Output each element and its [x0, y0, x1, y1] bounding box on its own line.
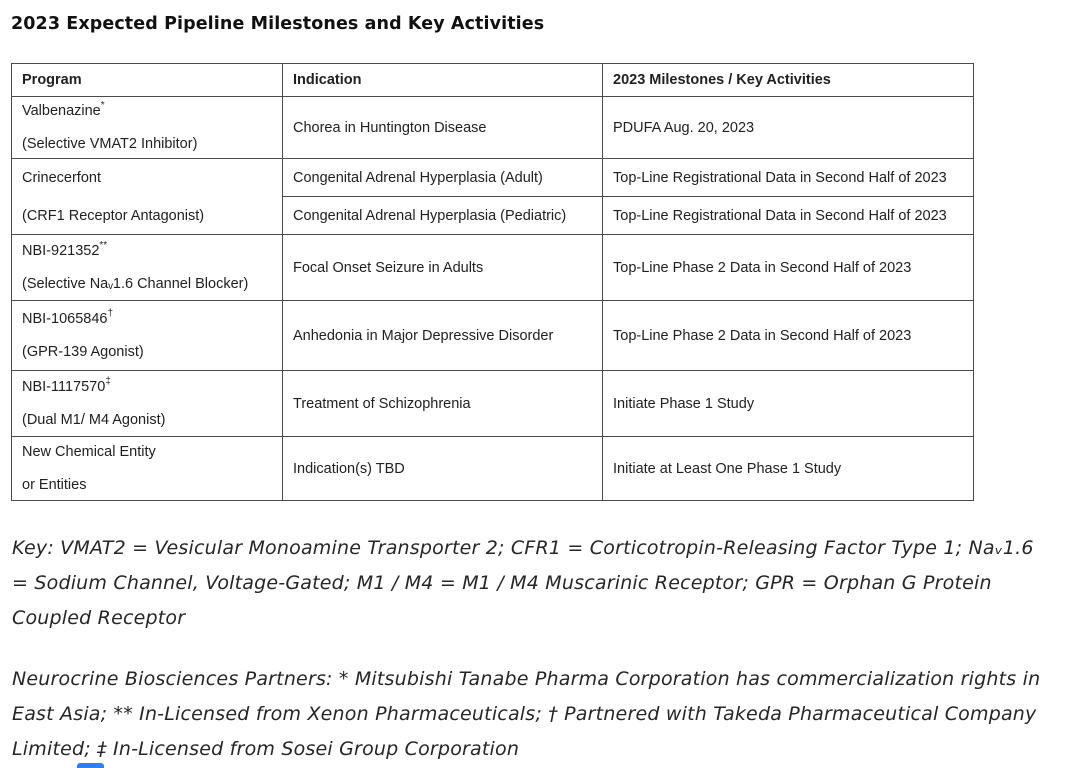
table-row: NBI-921352** (Selective Naᵥ1.6 Channel B…	[11, 234, 974, 301]
partial-widget-fragment[interactable]	[77, 763, 104, 768]
program-name-text: Crinecerfont	[22, 169, 101, 186]
milestone-cell: Top-Line Phase 2 Data in Second Half of …	[602, 234, 974, 301]
table-row: Congenital Adrenal Hyperplasia (Pediatri…	[12, 196, 974, 235]
program-name-text: NBI-1117570	[22, 379, 106, 395]
program-cell: Valbenazine* (Selective VMAT2 Inhibitor)	[11, 96, 283, 159]
program-name: Valbenazine*	[22, 101, 272, 121]
milestone-cell: Initiate at Least One Phase 1 Study	[602, 436, 974, 501]
table-row: New Chemical Entity or Entities Indicati…	[11, 436, 974, 501]
indication-cell: Chorea in Huntington Disease	[282, 96, 603, 159]
footnotes: Key: VMAT2 = Vesicular Monoamine Transpo…	[12, 531, 1052, 767]
page-title: 2023 Expected Pipeline Milestones and Ke…	[11, 14, 545, 34]
program-detail: (GPR-139 Agonist)	[22, 344, 144, 360]
program-name: NBI-921352**	[22, 241, 272, 261]
footnote-marker: *	[100, 100, 105, 112]
footnote-marker: **	[99, 240, 108, 252]
program-name-text: NBI-921352	[22, 243, 100, 259]
header-milestones: 2023 Milestones / Key Activities	[602, 63, 974, 97]
indication-cell: Indication(s) TBD	[282, 436, 603, 501]
program-name: NBI-1065846†	[22, 309, 272, 329]
program-detail: or Entities	[22, 477, 87, 493]
indication-cell: Treatment of Schizophrenia	[282, 370, 603, 437]
table-header-row: Program Indication 2023 Milestones / Key…	[11, 63, 974, 97]
program-detail: (Selective VMAT2 Inhibitor)	[22, 136, 198, 152]
footnote-marker: ‡	[105, 376, 111, 388]
milestone-cell: Initiate Phase 1 Study	[602, 370, 974, 437]
program-cell: Crinecerfont (CRF1 Receptor Antagonist)	[11, 158, 283, 235]
program-cell: NBI-1117570‡ (Dual M1/ M4 Agonist)	[11, 370, 283, 437]
program-name: Crinecerfont	[22, 168, 272, 188]
program-name: NBI-1117570‡	[22, 377, 272, 397]
header-program: Program	[11, 63, 283, 97]
table-row: NBI-1065846† (GPR-139 Agonist) Anhedonia…	[11, 300, 974, 371]
header-indication: Indication	[282, 63, 603, 97]
milestone-cell: Top-Line Registrational Data in Second H…	[602, 158, 974, 197]
table-row: Valbenazine* (Selective VMAT2 Inhibitor)…	[11, 96, 974, 159]
program-name-text: Valbenazine	[22, 103, 101, 119]
program-name-text: New Chemical Entity	[22, 444, 156, 460]
indication-cell: Congenital Adrenal Hyperplasia (Adult)	[282, 158, 603, 197]
program-name-text: NBI-1065846	[22, 311, 108, 327]
program-detail: (CRF1 Receptor Antagonist)	[22, 207, 205, 224]
milestone-cell: Top-Line Phase 2 Data in Second Half of …	[602, 300, 974, 371]
program-cell: NBI-921352** (Selective Naᵥ1.6 Channel B…	[11, 234, 283, 301]
indication-cell: Congenital Adrenal Hyperplasia (Pediatri…	[282, 196, 603, 235]
program-detail: (Dual M1/ M4 Agonist)	[22, 412, 166, 428]
program-cell: NBI-1065846† (GPR-139 Agonist)	[11, 300, 283, 371]
indication-cell: Anhedonia in Major Depressive Disorder	[282, 300, 603, 371]
table-row: Crinecerfont (CRF1 Receptor Antagonist) …	[11, 158, 974, 235]
indication-cell: Focal Onset Seizure in Adults	[282, 234, 603, 301]
program-name: New Chemical Entity	[22, 442, 272, 462]
milestone-cell: PDUFA Aug. 20, 2023	[602, 96, 974, 159]
pipeline-table: Program Indication 2023 Milestones / Key…	[11, 63, 974, 501]
table-row: NBI-1117570‡ (Dual M1/ M4 Agonist) Treat…	[11, 370, 974, 437]
milestone-cell: Top-Line Registrational Data in Second H…	[602, 196, 974, 235]
key-footnote: Key: VMAT2 = Vesicular Monoamine Transpo…	[12, 537, 1034, 629]
partners-footnote: Neurocrine Biosciences Partners: * Mitsu…	[12, 668, 1041, 760]
program-detail: (Selective Naᵥ1.6 Channel Blocker)	[22, 276, 249, 292]
footnote-marker: †	[107, 308, 114, 320]
program-cell: New Chemical Entity or Entities	[11, 436, 283, 501]
